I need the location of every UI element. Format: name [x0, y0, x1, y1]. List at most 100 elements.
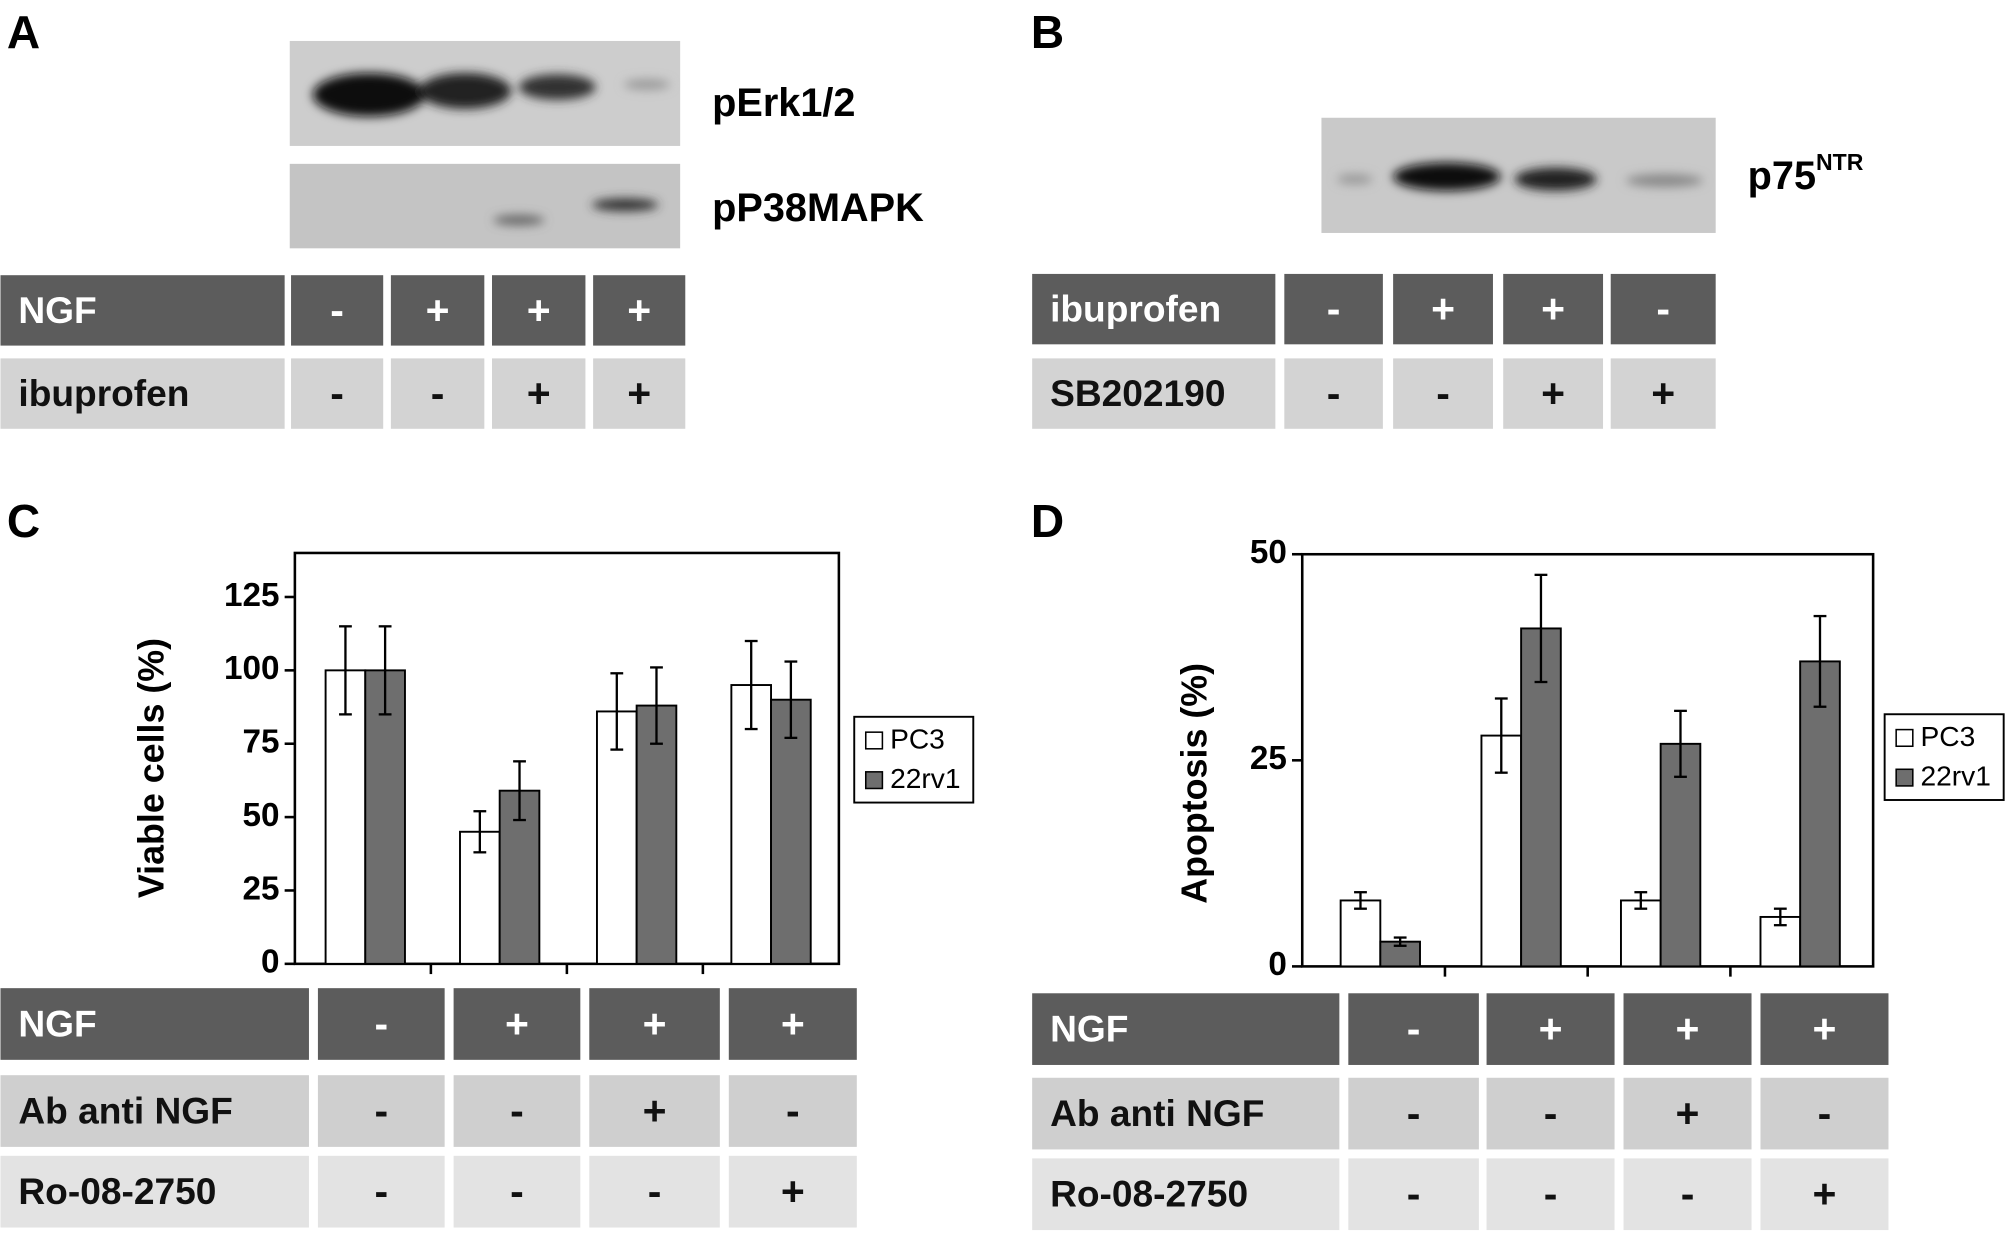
condition-sign: + [1813, 1171, 1837, 1217]
legend-label: 22rv1 [1920, 761, 1990, 792]
blot-bands [312, 72, 670, 117]
condition-sign: - [1407, 1171, 1421, 1217]
legend-label: PC3 [1920, 721, 1975, 752]
y-tick-label: 0 [1268, 946, 1287, 983]
error-bar [784, 660, 798, 740]
bar [459, 830, 501, 965]
error-bar [1494, 697, 1508, 774]
condition-sign: - [374, 1000, 388, 1046]
table-cell [492, 275, 586, 346]
table-cell [593, 275, 686, 346]
condition-sign: - [374, 1168, 388, 1214]
condition-sign: - [1818, 1090, 1832, 1136]
bar [1799, 660, 1841, 968]
table-cell [0, 275, 285, 346]
table-cell [1610, 358, 1716, 429]
condition-sign: - [1327, 370, 1341, 416]
blot-bands [493, 198, 659, 226]
condition-sign: - [374, 1087, 388, 1133]
table-cell [1032, 993, 1340, 1065]
error-bar [1773, 907, 1787, 927]
blot-label: pP38MAPK [712, 187, 924, 231]
legend-box [853, 715, 975, 804]
condition-sign: - [786, 1087, 800, 1133]
bar [324, 669, 367, 965]
table-cell [589, 1075, 720, 1147]
condition-sign: + [1651, 370, 1675, 416]
table-cell [728, 1075, 857, 1147]
table-cell [1760, 993, 1889, 1065]
table-cell [1032, 273, 1276, 345]
bar [730, 684, 772, 965]
row-label: Ro-08-2750 [18, 1170, 216, 1212]
bar [635, 704, 678, 965]
blot-name: pP38MAPK [712, 187, 924, 231]
error-bar [1393, 936, 1407, 947]
error-bar [473, 810, 487, 854]
table-cell [453, 1075, 581, 1147]
condition-sign: - [510, 1087, 524, 1133]
bar [1659, 742, 1702, 968]
row-label: NGF [18, 1002, 96, 1044]
table-cell [317, 1155, 445, 1228]
condition-sign: - [1681, 1171, 1695, 1217]
panel-label: D [1031, 495, 1064, 547]
table-cell [1348, 1077, 1479, 1150]
table-cell [1284, 358, 1383, 429]
y-axis-label: Viable cells (%) [132, 638, 172, 898]
table-cell [492, 358, 586, 429]
table-cell [1032, 1158, 1340, 1231]
condition-sign: - [431, 370, 445, 416]
row-label: NGF [1050, 1007, 1128, 1049]
error-bar [650, 666, 663, 745]
row-label: Ab anti NGF [18, 1089, 232, 1131]
table-cell [1610, 273, 1716, 345]
table-cell [317, 988, 445, 1060]
table-cell [390, 358, 485, 429]
legend-swatch [864, 731, 884, 750]
blot-name: p75 [1748, 155, 1816, 199]
table-cell [1348, 993, 1479, 1065]
row-label: ibuprofen [1050, 287, 1221, 329]
table-cell [1032, 1077, 1340, 1150]
legend-swatch [1895, 768, 1914, 787]
table-cell [291, 358, 384, 429]
table-cell [1623, 1077, 1752, 1150]
error-bar [1354, 891, 1367, 910]
table-cell [1486, 1158, 1615, 1231]
y-axis-label: Apoptosis (%) [1175, 663, 1215, 904]
table-cell [291, 275, 384, 346]
table-cell [728, 1155, 857, 1228]
table-cell [589, 1155, 720, 1228]
error-bar [610, 672, 624, 751]
condition-sign: + [426, 287, 450, 333]
condition-sign: - [1656, 285, 1670, 331]
row-label: SB202190 [1050, 372, 1225, 414]
bar [1339, 899, 1382, 968]
error-bar [1813, 614, 1827, 708]
table-cell [1760, 1158, 1889, 1231]
condition-sign: + [643, 1087, 667, 1133]
condition-sign: - [510, 1168, 524, 1214]
table-cell [1760, 1077, 1889, 1150]
y-tick-label: 25 [1250, 740, 1287, 777]
condition-sign: + [527, 370, 551, 416]
bar [364, 669, 406, 965]
panel-label: C [7, 495, 40, 547]
condition-sign: + [627, 370, 651, 416]
error-bar [513, 760, 526, 822]
blot-bands [1336, 162, 1703, 191]
condition-sign: + [1541, 285, 1565, 331]
condition-sign: - [1327, 285, 1341, 331]
table-cell [453, 1155, 581, 1228]
error-bar [378, 625, 392, 716]
error-bar [1674, 709, 1687, 778]
y-tick-label: 0 [261, 944, 280, 981]
error-bar [339, 625, 352, 716]
table-cell [1393, 358, 1493, 429]
table-cell [728, 988, 857, 1060]
error-bar [1634, 891, 1648, 910]
y-tick-label: 100 [224, 650, 280, 687]
condition-sign: + [781, 1168, 805, 1214]
